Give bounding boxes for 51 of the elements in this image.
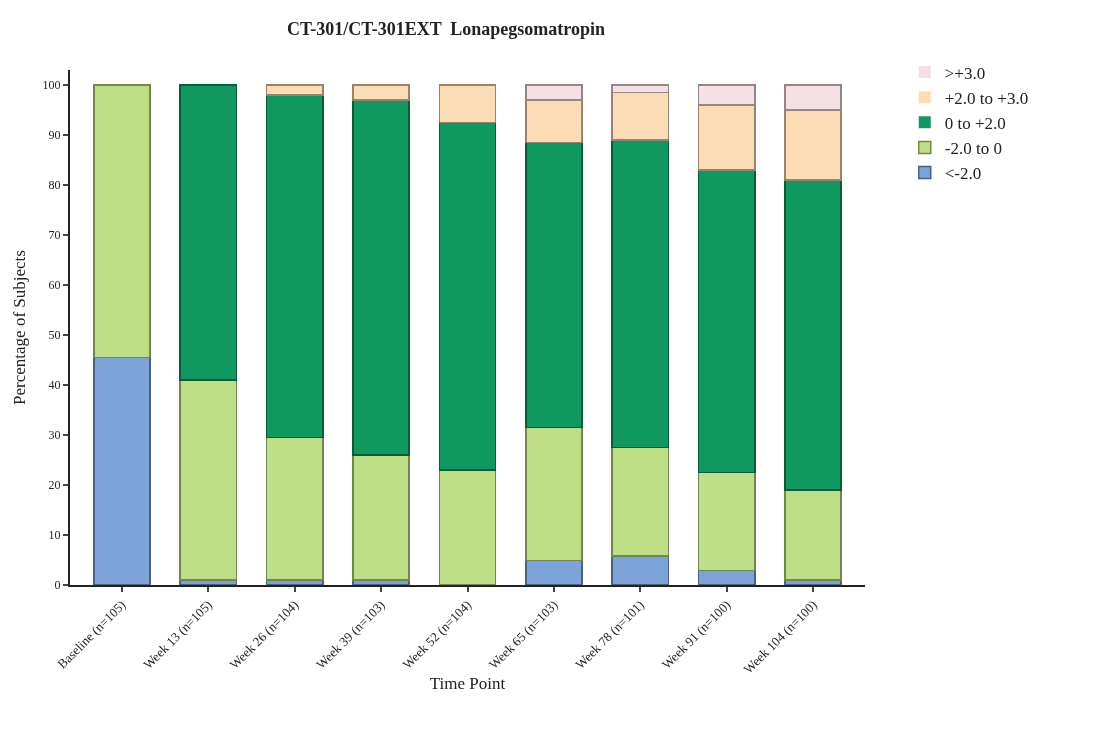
- legend-label: <-2.0: [944, 164, 982, 184]
- legend-label: 0 to +2.0: [944, 113, 1006, 133]
- y-tick-label: 20: [48, 478, 61, 493]
- bar: [697, 84, 756, 106]
- legend-label: +2.0 to +3.0: [944, 88, 1029, 108]
- bar: [697, 471, 756, 572]
- y-tick-label: 100: [42, 78, 61, 93]
- bar: [611, 139, 670, 449]
- bar: [352, 84, 410, 101]
- bar: [179, 379, 238, 581]
- bar: [352, 454, 410, 581]
- y-tick-label: 0: [54, 578, 61, 593]
- bar: [784, 179, 842, 491]
- bar: [784, 84, 842, 111]
- bar: [611, 555, 670, 585]
- y-tick-label: 50: [48, 328, 61, 343]
- y-tick-label: 30: [48, 428, 61, 443]
- bar: [438, 469, 497, 585]
- bar: [611, 91, 670, 141]
- bar: [265, 436, 324, 581]
- x-axis-title: Time Point: [429, 674, 506, 693]
- bar: [525, 99, 583, 144]
- bar: [525, 141, 583, 429]
- bar: [697, 169, 756, 474]
- y-axis-title: Percentage of Subjects: [10, 250, 29, 405]
- bar: [611, 84, 670, 94]
- y-tick-label: 70: [48, 228, 61, 243]
- bar: [525, 426, 583, 562]
- legend-label: -2.0 to 0: [944, 139, 1002, 159]
- bar: [525, 559, 583, 585]
- bar: [352, 99, 410, 456]
- bar: [784, 489, 842, 581]
- bar: [525, 84, 583, 101]
- y-tick-label: 10: [48, 528, 61, 543]
- bar: [784, 109, 842, 181]
- bar: [179, 84, 238, 381]
- bar: [438, 84, 497, 124]
- y-tick-label: 90: [48, 128, 61, 143]
- y-tick-label: 80: [48, 178, 61, 193]
- bar: [93, 356, 151, 585]
- legend-label: >+3.0: [944, 63, 986, 83]
- bar: [93, 84, 151, 359]
- chart-title: CT-301/CT-301EXT Lonapegsomatropin: [286, 18, 606, 39]
- y-tick-label: 40: [48, 378, 61, 393]
- bar: [265, 84, 324, 96]
- bar: [265, 94, 324, 439]
- bar: [697, 569, 756, 585]
- bar: [697, 104, 756, 171]
- bar: [611, 446, 670, 557]
- y-tick-label: 60: [48, 278, 61, 293]
- bar: [438, 121, 497, 471]
